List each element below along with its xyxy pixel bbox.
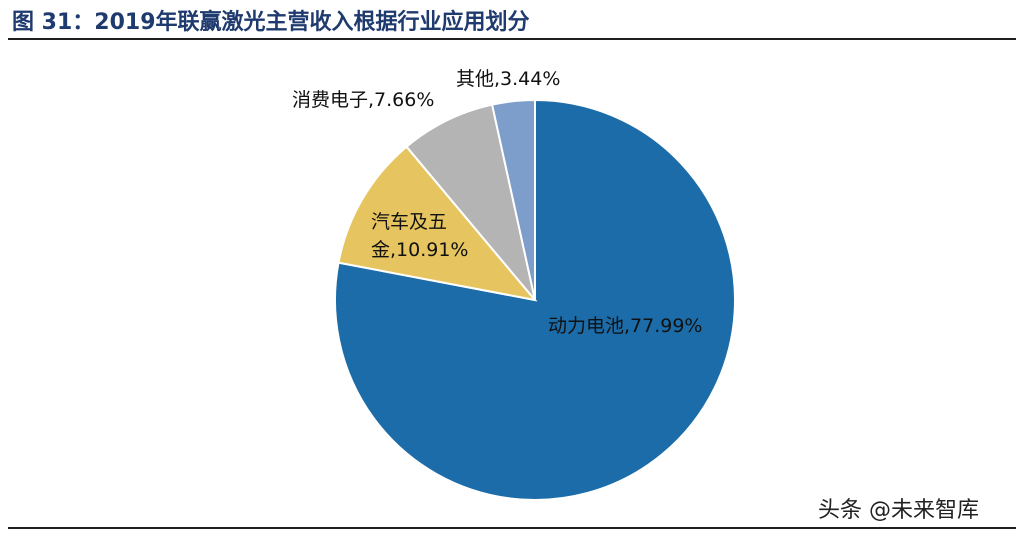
pie-slice-1 (337, 145, 538, 302)
figure-title: 图 31：2019年联赢激光主营收入根据行业应用划分 (12, 10, 530, 35)
slice-label-3: 其他,3.44% (456, 68, 560, 90)
pie-slice-2 (405, 103, 536, 301)
bottom-rule (8, 527, 1016, 529)
slice-label-1: 汽车及五金,10.91% (371, 211, 469, 261)
watermark: 头条 @未来智库 (818, 498, 979, 523)
pie-slice-3 (490, 98, 536, 301)
slice-label-0: 动力电池,77.99% (548, 315, 703, 337)
top-rule (8, 38, 1016, 40)
slice-label-2: 消费电子,7.66% (292, 89, 434, 111)
